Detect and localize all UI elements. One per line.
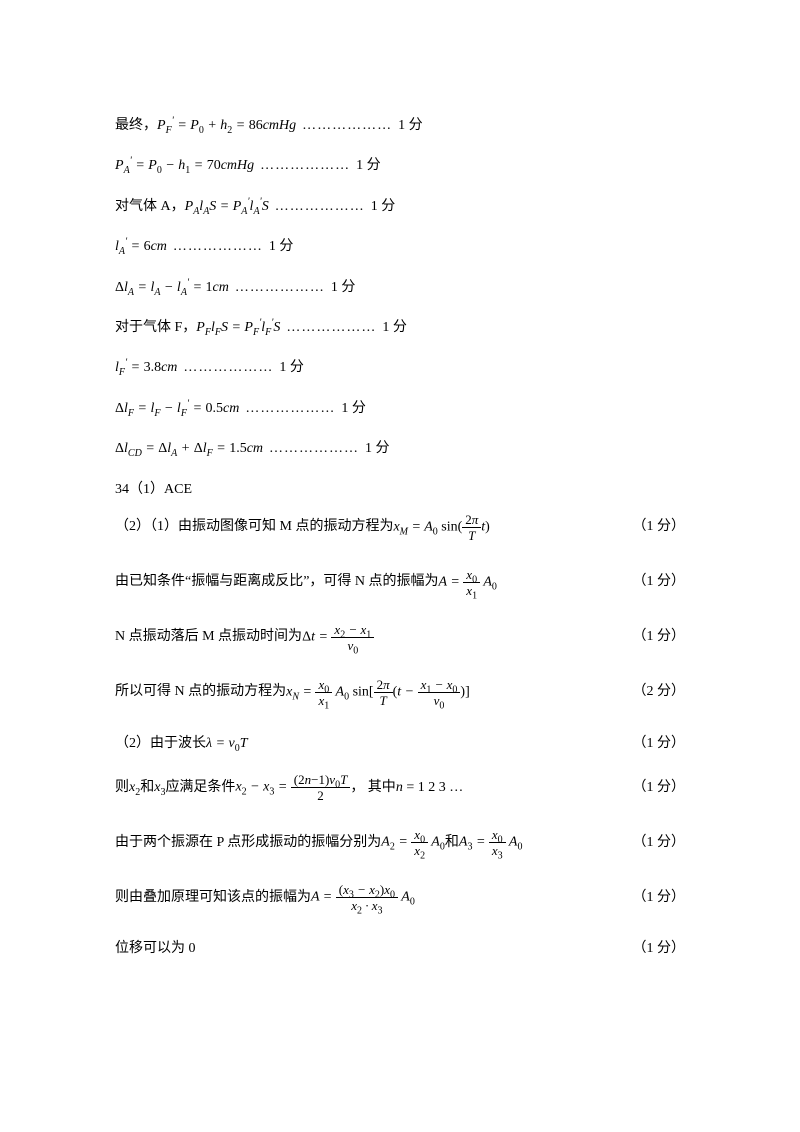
equation: lA' = 6cm	[115, 236, 167, 258]
points: （1 分）	[613, 832, 686, 854]
points: （1 分）	[613, 887, 686, 909]
equation: xM = A0 sin(2πTt)	[393, 513, 489, 542]
text: 由于两个振源在 P 点形成振动的振幅分别为	[115, 832, 381, 854]
equation: PAlAS = PA'lA'S	[185, 196, 269, 218]
eq-a2: A2 = x0x2 A0	[381, 828, 445, 857]
text: 最终，	[115, 115, 157, 137]
text: 对气体 A，	[115, 196, 185, 218]
line-11: （2）（1）由振动图像可知 M 点的振动方程为 xM = A0 sin(2πTt…	[115, 513, 685, 542]
text: 34（1）ACE	[115, 479, 192, 501]
eq-a3: A3 = x0x3 A0	[459, 828, 523, 857]
points: 1 分	[371, 196, 396, 218]
points: （2 分）	[613, 681, 686, 703]
eq-x3: x3	[154, 777, 165, 799]
text: 和	[140, 777, 154, 799]
dots: ………………	[245, 398, 335, 420]
line-16: 则 x2 和 x3 应满足条件 x2 − x3 = (2n−1)v0T2 ， 其…	[115, 773, 685, 802]
line-3: 对气体 A， PAlAS = PA'lA'S ……………… 1 分	[115, 196, 685, 218]
text: ， 其中	[350, 777, 396, 799]
line-1: 最终， PF' = P0 + h2 = 86cmHg ……………… 1 分	[115, 115, 685, 137]
line-2: PA' = P0 − h1 = 70cmHg ……………… 1 分	[115, 155, 685, 177]
equation: x2 − x3 = (2n−1)v0T2	[235, 773, 350, 802]
equation: A = x0x1 A0	[439, 568, 497, 597]
points: 1 分	[279, 357, 304, 379]
line-10: 34（1）ACE	[115, 479, 685, 501]
equation: ΔlCD = ΔlA + ΔlF = 1.5cm	[115, 438, 263, 460]
line-14: 所以可得 N 点的振动方程为 xN = x0x1 A0 sin[2πT(t − …	[115, 678, 685, 707]
text: （2）（1）由振动图像可知 M 点的振动方程为	[115, 516, 393, 538]
text: 所以可得 N 点的振动方程为	[115, 681, 286, 703]
points: （1 分）	[613, 516, 686, 538]
points: 1 分	[382, 317, 407, 339]
line-9: ΔlCD = ΔlA + ΔlF = 1.5cm ……………… 1 分	[115, 438, 685, 460]
dots: ………………	[173, 236, 263, 258]
dots: ………………	[260, 155, 350, 177]
page: 最终， PF' = P0 + h2 = 86cmHg ……………… 1 分 PA…	[0, 0, 800, 1132]
equation: xN = x0x1 A0 sin[2πT(t − x1 − x0v0)]	[286, 678, 470, 707]
text: N 点振动落后 M 点振动时间为	[115, 626, 302, 648]
line-19: 位移可以为 0 （1 分）	[115, 938, 685, 960]
points: （1 分）	[613, 938, 686, 960]
points: （1 分）	[613, 626, 686, 648]
line-15: （2）由于波长 λ = v0T （1 分）	[115, 733, 685, 755]
line-5: ΔlA = lA − lA' = 1cm ……………… 1 分	[115, 277, 685, 299]
dots: ………………	[302, 115, 392, 137]
equation: lF' = 3.8cm	[115, 357, 177, 379]
text: （2）由于波长	[115, 733, 206, 755]
equation: λ = v0T	[206, 733, 248, 755]
dots: ………………	[286, 317, 376, 339]
points: 1 分	[269, 236, 294, 258]
line-17: 由于两个振源在 P 点形成振动的振幅分别为 A2 = x0x2 A0 和 A3 …	[115, 828, 685, 857]
points: （1 分）	[613, 733, 686, 755]
equation: PF' = P0 + h2 = 86cmHg	[157, 115, 296, 137]
text: 对于气体 F，	[115, 317, 196, 339]
line-7: lF' = 3.8cm ……………… 1 分	[115, 357, 685, 379]
dots: ………………	[183, 357, 273, 379]
dots: ………………	[235, 277, 325, 299]
points: （1 分）	[613, 777, 686, 799]
dots: ………………	[275, 196, 365, 218]
dots: ………………	[269, 438, 359, 460]
points: 1 分	[331, 277, 356, 299]
equation: ΔlA = lA − lA' = 1cm	[115, 277, 229, 299]
equation: PFlFS = PF'lF'S	[196, 317, 280, 339]
line-8: ΔlF = lF − lF' = 0.5cm ……………… 1 分	[115, 398, 685, 420]
line-4: lA' = 6cm ……………… 1 分	[115, 236, 685, 258]
line-18: 则由叠加原理可知该点的振幅为 A = (x3 − x2)x0x2 · x3 A0…	[115, 883, 685, 912]
eq-x2: x2	[129, 777, 140, 799]
text: 则	[115, 777, 129, 799]
points: 1 分	[365, 438, 390, 460]
text: 和	[445, 832, 459, 854]
points: 1 分	[356, 155, 381, 177]
equation: A = (x3 − x2)x0x2 · x3 A0	[311, 883, 415, 912]
line-6: 对于气体 F， PFlFS = PF'lF'S ……………… 1 分	[115, 317, 685, 339]
points: 1 分	[341, 398, 366, 420]
eq-n: n = 1 2 3 …	[396, 777, 463, 799]
equation: ΔlF = lF − lF' = 0.5cm	[115, 398, 239, 420]
line-12: 由已知条件“振幅与距离成反比”，可得 N 点的振幅为 A = x0x1 A0 （…	[115, 568, 685, 597]
points: 1 分	[398, 115, 423, 137]
line-13: N 点振动落后 M 点振动时间为 Δt = x2 − x1v0 （1 分）	[115, 623, 685, 652]
text: 位移可以为 0	[115, 938, 196, 960]
equation: PA' = P0 − h1 = 70cmHg	[115, 155, 254, 177]
equation: Δt = x2 − x1v0	[302, 623, 374, 652]
text: 则由叠加原理可知该点的振幅为	[115, 887, 311, 909]
points: （1 分）	[613, 571, 686, 593]
text: 由已知条件“振幅与距离成反比”，可得 N 点的振幅为	[115, 571, 439, 593]
text: 应满足条件	[165, 777, 235, 799]
